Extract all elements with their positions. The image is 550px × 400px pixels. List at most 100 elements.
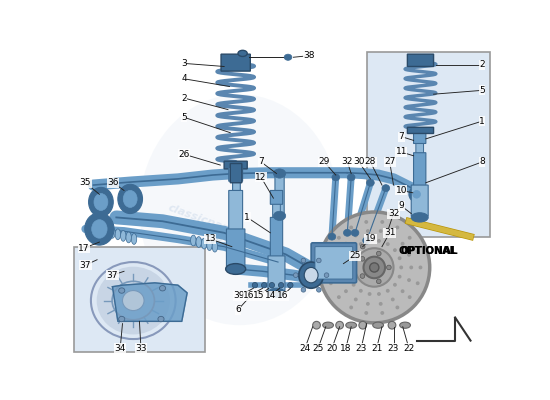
Text: 17: 17 — [78, 244, 90, 253]
Ellipse shape — [391, 234, 395, 237]
FancyBboxPatch shape — [366, 52, 490, 237]
Ellipse shape — [119, 288, 125, 293]
Ellipse shape — [370, 263, 379, 272]
Text: 37: 37 — [107, 271, 118, 280]
Text: 28: 28 — [365, 158, 376, 166]
Text: 5: 5 — [181, 113, 187, 122]
Ellipse shape — [398, 256, 402, 260]
Ellipse shape — [387, 265, 391, 270]
Ellipse shape — [359, 242, 363, 246]
Ellipse shape — [377, 251, 381, 256]
Ellipse shape — [344, 242, 348, 246]
Text: 31: 31 — [384, 228, 395, 237]
Text: 2: 2 — [479, 60, 485, 70]
Text: 18: 18 — [340, 344, 351, 353]
Ellipse shape — [398, 275, 402, 278]
FancyBboxPatch shape — [408, 127, 433, 134]
Ellipse shape — [363, 237, 371, 244]
Ellipse shape — [349, 226, 353, 229]
Text: 13: 13 — [205, 234, 216, 244]
Ellipse shape — [360, 256, 365, 261]
Text: 11: 11 — [395, 148, 407, 156]
Ellipse shape — [312, 321, 320, 329]
Ellipse shape — [409, 186, 425, 202]
Text: 29: 29 — [318, 158, 330, 166]
Ellipse shape — [301, 258, 306, 263]
Ellipse shape — [261, 282, 267, 288]
Ellipse shape — [366, 179, 375, 186]
Text: 24: 24 — [299, 344, 311, 353]
Text: 25: 25 — [312, 344, 324, 353]
Ellipse shape — [367, 239, 371, 243]
Ellipse shape — [317, 258, 321, 263]
Ellipse shape — [408, 295, 411, 299]
Ellipse shape — [196, 237, 201, 248]
Ellipse shape — [115, 229, 120, 240]
Text: 32: 32 — [388, 209, 399, 218]
Ellipse shape — [343, 229, 351, 236]
Ellipse shape — [304, 268, 318, 283]
Ellipse shape — [411, 213, 428, 222]
FancyBboxPatch shape — [273, 198, 280, 221]
Ellipse shape — [360, 244, 365, 249]
Ellipse shape — [377, 239, 381, 243]
Text: 8: 8 — [479, 158, 485, 166]
Ellipse shape — [301, 288, 306, 292]
Ellipse shape — [94, 194, 108, 210]
Text: 34: 34 — [114, 344, 126, 353]
Ellipse shape — [381, 220, 384, 224]
FancyBboxPatch shape — [233, 165, 240, 192]
Ellipse shape — [158, 316, 164, 322]
Ellipse shape — [338, 278, 342, 282]
Ellipse shape — [400, 322, 410, 328]
Ellipse shape — [329, 250, 333, 254]
Text: OPTIONAL: OPTIONAL — [398, 246, 458, 256]
Ellipse shape — [393, 283, 397, 287]
Text: 27: 27 — [384, 158, 395, 166]
Text: 23: 23 — [388, 344, 399, 353]
Ellipse shape — [359, 289, 363, 293]
FancyBboxPatch shape — [227, 229, 245, 268]
Ellipse shape — [337, 295, 341, 299]
Ellipse shape — [328, 233, 336, 240]
Ellipse shape — [336, 321, 343, 329]
Ellipse shape — [131, 234, 137, 244]
Text: 38: 38 — [303, 51, 315, 60]
Ellipse shape — [126, 232, 131, 243]
Ellipse shape — [273, 211, 286, 220]
FancyBboxPatch shape — [275, 174, 284, 216]
Ellipse shape — [377, 292, 381, 296]
Ellipse shape — [160, 286, 166, 291]
Ellipse shape — [348, 174, 355, 181]
Ellipse shape — [407, 278, 411, 282]
Ellipse shape — [284, 54, 292, 60]
Text: 39: 39 — [234, 292, 245, 300]
Ellipse shape — [329, 281, 333, 285]
Ellipse shape — [388, 321, 396, 329]
Ellipse shape — [123, 190, 137, 207]
FancyBboxPatch shape — [311, 243, 356, 283]
Ellipse shape — [386, 289, 389, 293]
Ellipse shape — [212, 241, 218, 252]
Ellipse shape — [344, 289, 348, 293]
Ellipse shape — [346, 322, 356, 328]
Ellipse shape — [400, 289, 404, 293]
Text: 33: 33 — [135, 344, 147, 353]
Ellipse shape — [345, 266, 349, 269]
Polygon shape — [112, 283, 187, 321]
Ellipse shape — [382, 185, 389, 192]
FancyBboxPatch shape — [230, 164, 242, 183]
Ellipse shape — [97, 267, 170, 334]
Ellipse shape — [393, 248, 397, 252]
Ellipse shape — [366, 229, 370, 233]
FancyBboxPatch shape — [416, 133, 424, 154]
Text: 37: 37 — [80, 261, 91, 270]
Ellipse shape — [354, 298, 358, 301]
FancyBboxPatch shape — [408, 54, 433, 66]
Ellipse shape — [238, 50, 248, 56]
Text: 10: 10 — [395, 186, 407, 195]
Ellipse shape — [366, 302, 370, 306]
Ellipse shape — [395, 306, 399, 309]
Ellipse shape — [120, 230, 126, 241]
Text: 7: 7 — [258, 158, 264, 166]
